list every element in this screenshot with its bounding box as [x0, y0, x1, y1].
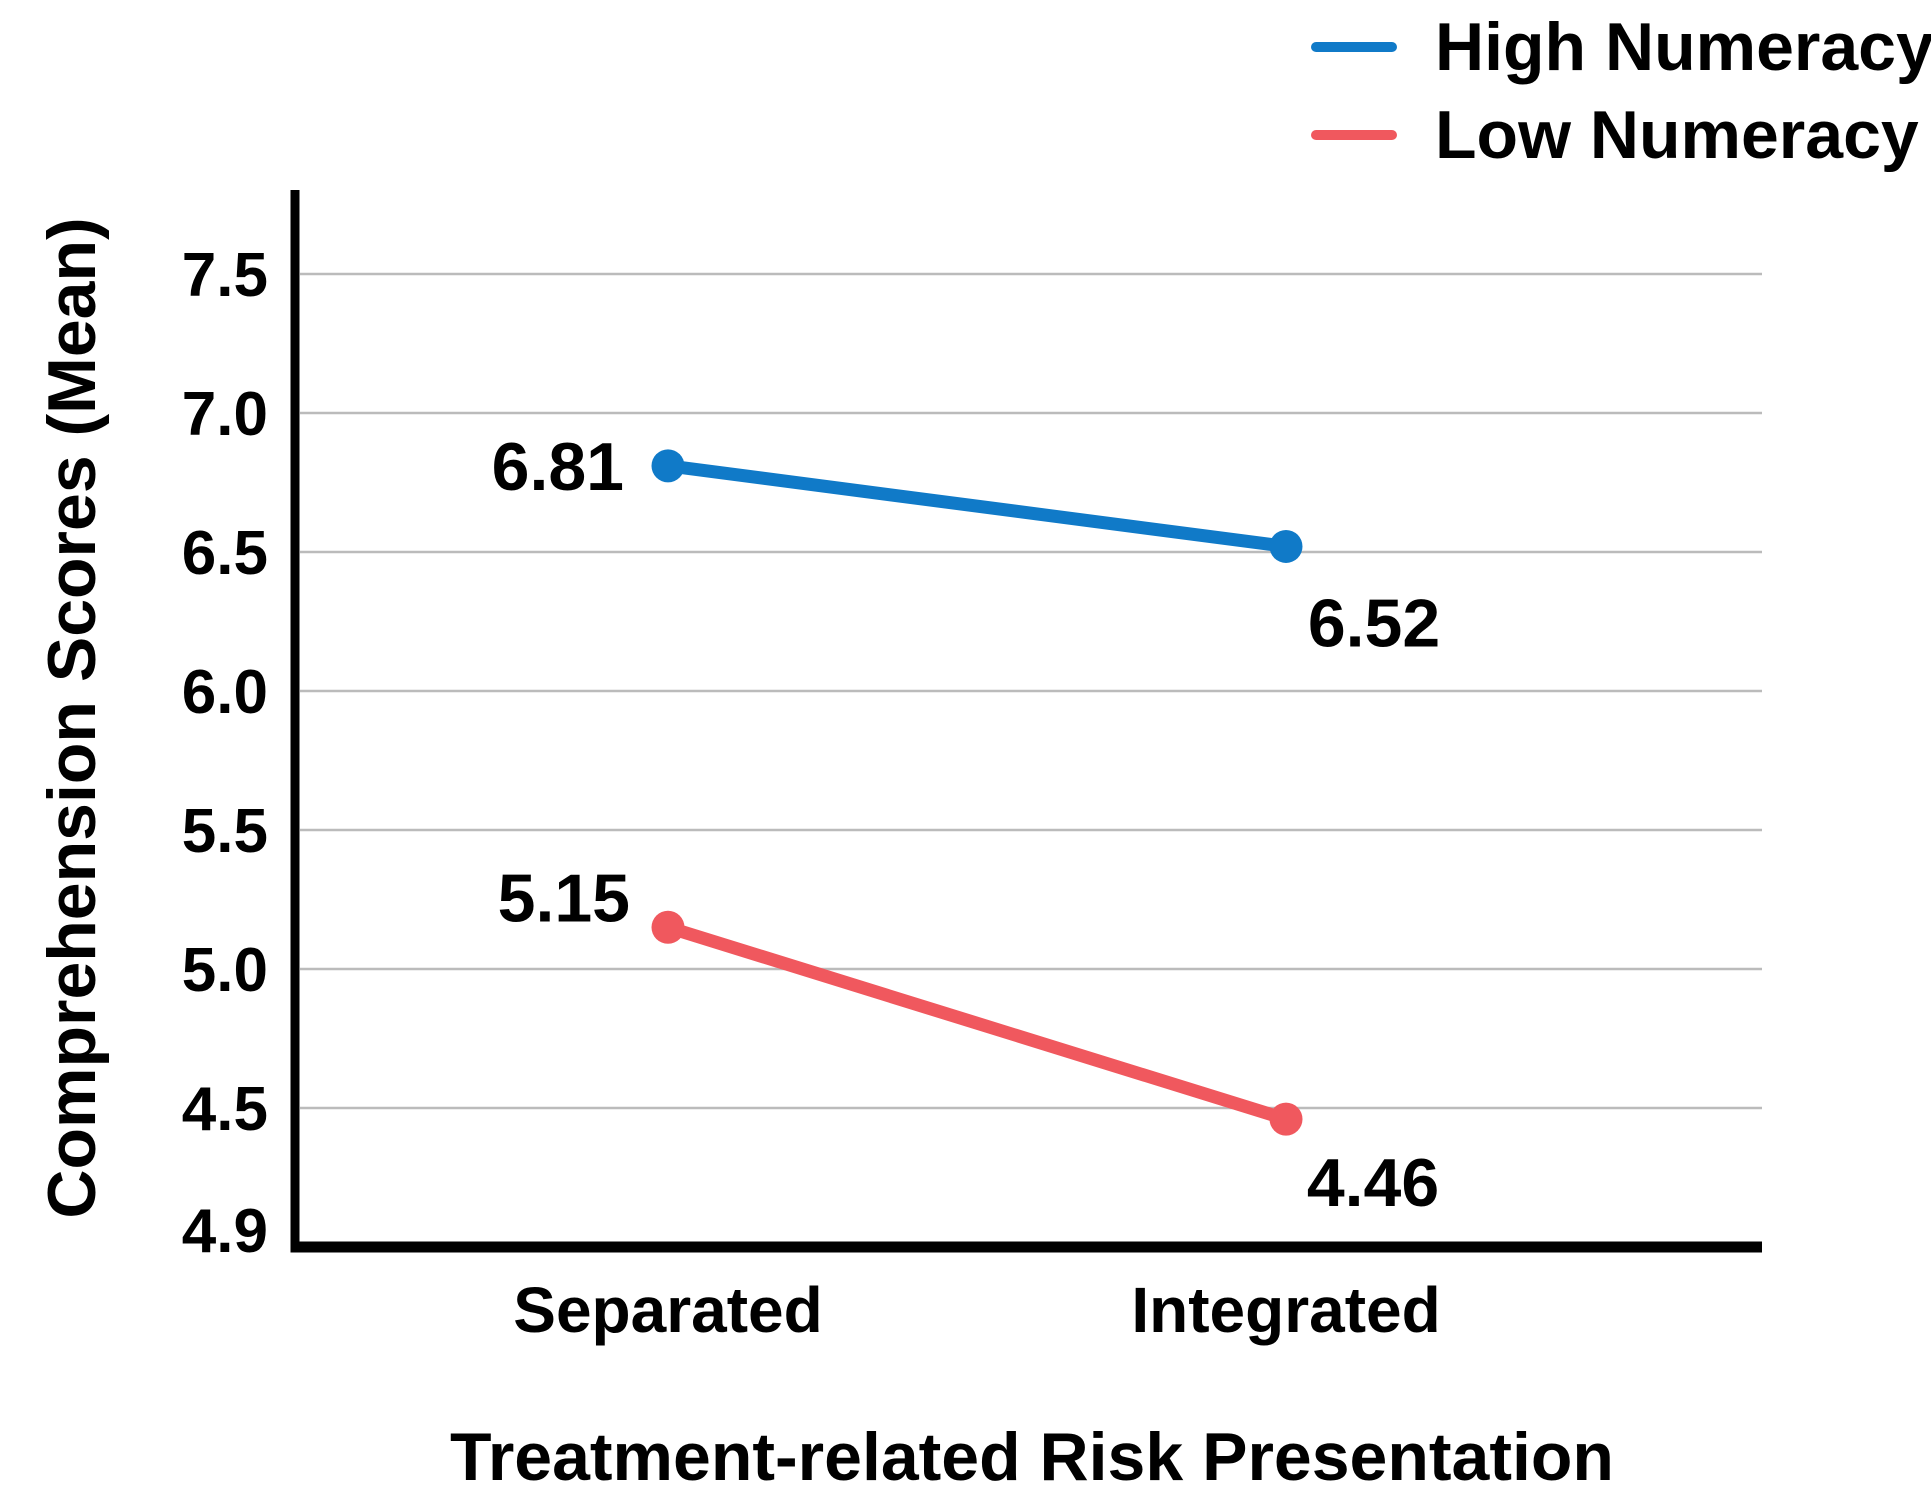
legend-item-high-numeracy: High Numeracy — [1311, 10, 1931, 84]
y-tick-label: 7.5 — [182, 241, 268, 310]
data-point-low-numeracy — [651, 910, 685, 944]
series-layer — [651, 449, 1303, 1136]
x-category-label: Separated — [513, 1274, 822, 1346]
x-axis-title: Treatment-related Risk Presentation — [450, 1419, 1614, 1495]
legend-label-low-numeracy: Low Numeracy — [1435, 97, 1919, 173]
legend-label-high-numeracy: High Numeracy — [1435, 9, 1931, 85]
legend-line-swatch-low-numeracy — [1311, 130, 1397, 140]
y-tick-label: 5.0 — [182, 936, 268, 1005]
data-point-label: 6.81 — [492, 429, 624, 505]
data-point-label: 4.46 — [1307, 1145, 1439, 1221]
data-point-high-numeracy — [1269, 529, 1303, 563]
y-axis-title: Comprehension Scores (Mean) — [34, 217, 110, 1219]
series-line-high-numeracy — [661, 459, 1293, 553]
gridlines-layer — [300, 272, 1762, 1110]
axes-layer — [290, 190, 1762, 1253]
y-axis-bottom-tick-label: 4.9 — [182, 1197, 268, 1266]
y-tick-label: 7.0 — [182, 380, 268, 449]
labels-layer: 7.5 7.0 6.5 6.0 5.5 5.0 4.5 4.9 6.81 6.52 5.15 4.46… — [182, 241, 1441, 1346]
legend-item-low-numeracy: Low Numeracy — [1311, 98, 1931, 172]
data-point-label: 6.52 — [1308, 585, 1440, 661]
y-tick-label: 6.0 — [182, 658, 268, 727]
data-point-high-numeracy — [651, 449, 685, 483]
x-category-label: Integrated — [1131, 1274, 1440, 1346]
series-line-low-numeracy — [661, 920, 1293, 1126]
legend-line-swatch-high-numeracy — [1311, 42, 1397, 52]
y-tick-label: 5.5 — [182, 797, 268, 866]
data-point-label: 5.15 — [498, 860, 630, 936]
data-point-low-numeracy — [1269, 1102, 1303, 1136]
y-tick-label: 4.5 — [182, 1075, 268, 1144]
y-tick-label: 6.5 — [182, 519, 268, 588]
legend: High Numeracy Low Numeracy — [1311, 10, 1931, 172]
